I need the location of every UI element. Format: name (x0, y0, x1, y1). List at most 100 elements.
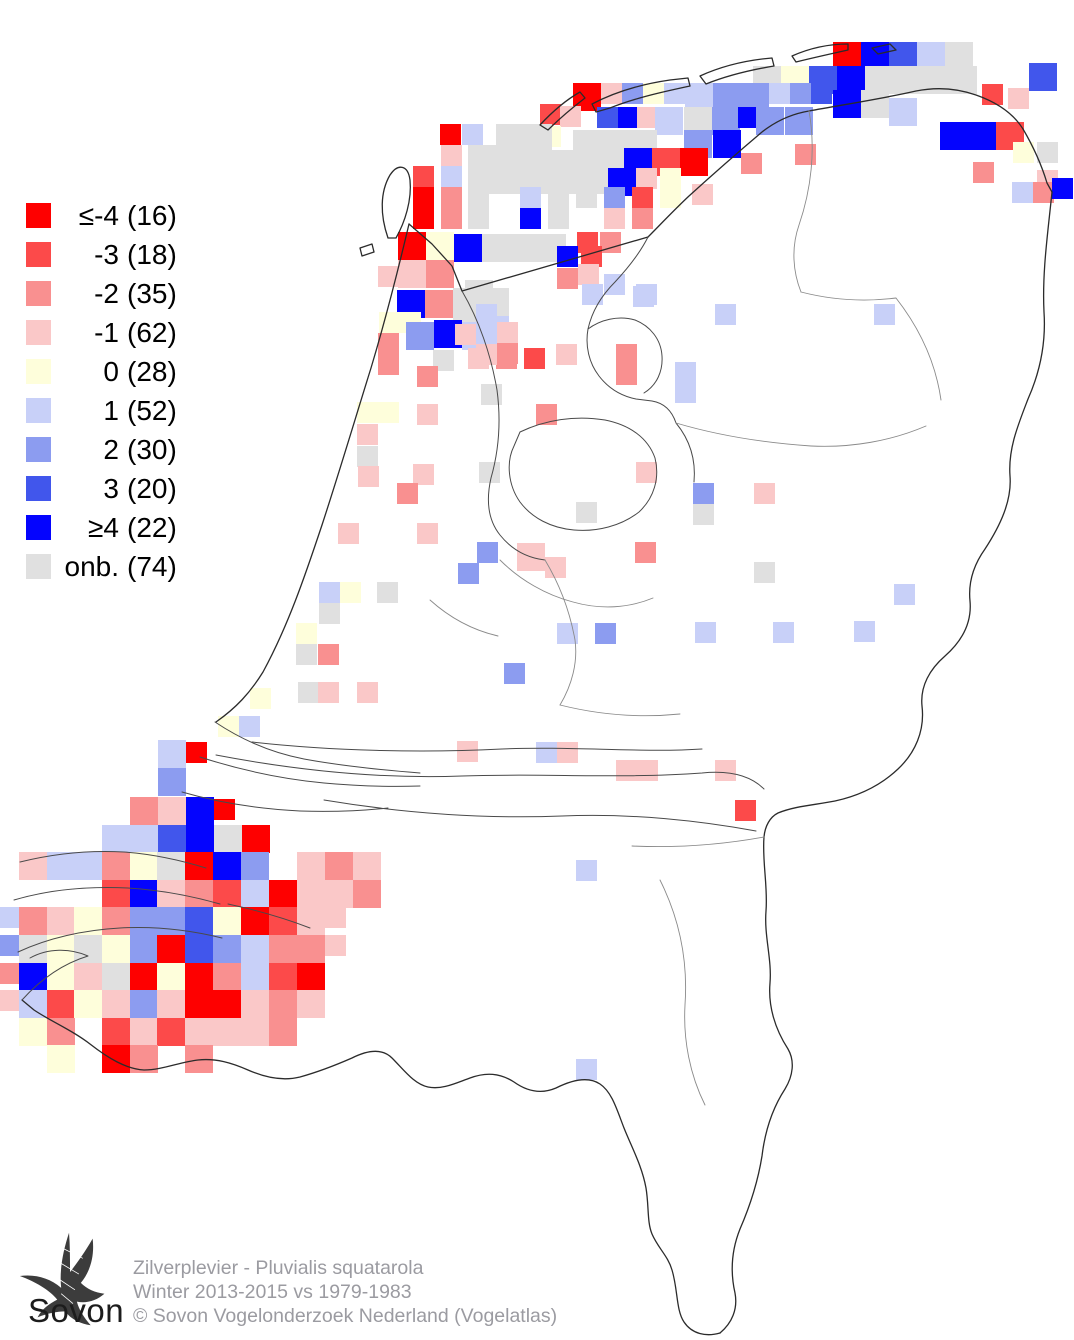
grid-cell (130, 1018, 158, 1046)
grid-cell (632, 208, 653, 229)
grid-cell (861, 90, 889, 118)
grid-cell (185, 907, 213, 935)
grid-cell (297, 907, 325, 935)
grid-cell (504, 663, 525, 684)
grid-cell (1013, 142, 1034, 163)
grid-cell (1008, 88, 1029, 109)
grid-cell (19, 1018, 47, 1046)
grid-cell (576, 860, 597, 881)
grid-cell (517, 543, 545, 571)
grid-cell (0, 907, 21, 928)
grid-cell (874, 304, 895, 325)
grid-cell (482, 234, 510, 262)
legend-label: -1 (62) (94, 316, 177, 348)
grid-cell (296, 623, 317, 644)
grid-cell (47, 1018, 75, 1046)
grid-cell (479, 462, 500, 483)
legend: ≤-4 (16) -3 (18) -2 (35) -1 (62) 0 (28) 1 (52) 2 (30)… (26, 196, 177, 586)
grid-cell (130, 1045, 158, 1073)
grid-cell (622, 83, 643, 104)
grid-cell (185, 1018, 213, 1046)
grid-cell (19, 935, 47, 963)
grid-cell (241, 963, 269, 991)
grid-cell (185, 935, 213, 963)
grid-cell (0, 935, 21, 956)
grid-cell (269, 990, 297, 1018)
legend-item-onb: onb. (74) (26, 547, 177, 586)
grid-cell (692, 184, 713, 205)
grid-cell (74, 852, 102, 880)
grid-cell (441, 208, 462, 229)
grid-cell (157, 990, 185, 1018)
legend-label: ≤-4 (16) (78, 199, 177, 231)
grid-cell (695, 622, 716, 643)
grid-cell (102, 963, 130, 991)
grid-cell (102, 990, 130, 1018)
grid-cell (675, 362, 696, 383)
legend-swatch-p1 (26, 398, 51, 423)
grid-cell (241, 880, 269, 908)
grid-cell (157, 880, 185, 908)
grid-cell (297, 880, 325, 908)
grid-cell (269, 935, 297, 963)
grid-cell (417, 404, 438, 425)
grid-cell (74, 990, 102, 1018)
map-caption: Zilverplevier - Pluvialis squatarola Win… (133, 1256, 557, 1328)
grid-cell (47, 935, 75, 963)
grid-cell (595, 623, 616, 644)
grid-cell (604, 208, 625, 229)
grid-cell (811, 83, 832, 104)
grid-cell (637, 760, 658, 781)
legend-item-p1: 1 (52) (26, 391, 177, 430)
legend-label: 2 (30) (103, 433, 177, 465)
grid-cell (425, 290, 453, 318)
grid-cell (457, 741, 478, 762)
legend-swatch-p4 (26, 515, 51, 540)
grid-cell (47, 852, 75, 880)
grid-cell (213, 935, 241, 963)
grid-cell (241, 935, 269, 963)
legend-item-m1: -1 (62) (26, 313, 177, 352)
grid-cell (455, 324, 476, 345)
grid-cell (636, 284, 657, 305)
grid-cell (213, 990, 241, 1018)
grid-cell (47, 963, 75, 991)
grid-cell (785, 107, 813, 135)
grid-cell (186, 797, 214, 825)
sovon-logo: Sovon (12, 1228, 130, 1333)
grid-cell (481, 384, 502, 405)
legend-item-m3: -3 (18) (26, 235, 177, 274)
grid-cell (462, 124, 483, 145)
grid-cell (269, 963, 297, 991)
grid-cell (378, 354, 399, 375)
grid-cell (655, 107, 683, 135)
grid-cell (557, 268, 578, 289)
grid-cell (660, 187, 681, 208)
grid-cell (540, 104, 561, 125)
grid-cell (833, 90, 861, 118)
grid-cell (213, 1018, 241, 1046)
grid-cell (158, 797, 186, 825)
grid-cell (186, 742, 207, 763)
grid-cell (377, 582, 398, 603)
grid-cell (357, 402, 378, 423)
grid-cell (773, 622, 794, 643)
grid-cell (353, 852, 381, 880)
grid-cell (426, 260, 454, 288)
legend-swatch-m2 (26, 281, 51, 306)
grid-cell (441, 166, 462, 187)
legend-item-p3: 3 (20) (26, 469, 177, 508)
legend-item-z0: 0 (28) (26, 352, 177, 391)
grid-cell (715, 760, 736, 781)
grid-cell (616, 344, 637, 365)
grid-cell (340, 582, 361, 603)
grid-cell (576, 1059, 597, 1080)
grid-cell (157, 963, 185, 991)
grid-cell (269, 907, 297, 935)
grid-cell (297, 990, 325, 1018)
legend-item-p4: ≥4 (22) (26, 508, 177, 547)
grid-cell (949, 66, 977, 94)
grid-cell (636, 462, 657, 483)
legend-swatch-onb (26, 554, 51, 579)
